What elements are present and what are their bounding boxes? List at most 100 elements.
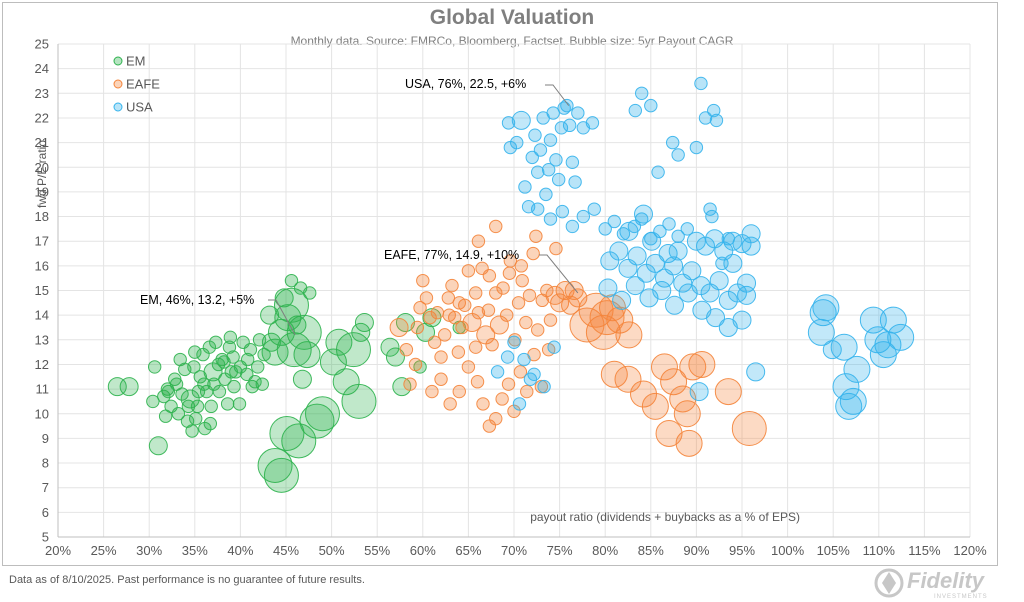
usa-bubble [723,253,743,273]
usa-bubble [546,106,560,120]
x-tick-label: 90% [683,543,709,558]
eafe-bubble [655,419,683,447]
usa-bubble [531,202,545,216]
eafe-bubble [425,384,439,399]
y-tick-label: 21 [35,135,49,150]
eafe-bubble [451,345,466,359]
em-bubble [304,396,340,432]
em-bubble [203,362,223,382]
usa-bubble [533,143,548,157]
eafe-bubble [419,291,434,305]
eafe-bubble [549,241,563,256]
eafe-bubble [585,314,621,350]
eafe-bubble [519,315,533,330]
usa-bubble [642,231,662,251]
usa-bubble [723,231,743,251]
usa-bubble [587,202,601,216]
eafe-bubble [502,266,517,280]
eafe-bubble [468,340,483,354]
y-tick-label: 6 [42,505,49,520]
annotations: EM, 46%, 13.2, +5% EAFE, 77%, 14.9, +10% U… [140,77,579,336]
em-bubble [229,365,243,379]
usa-bubble [822,340,842,360]
eafe-bubble [476,397,490,411]
em-bubble [351,322,371,342]
em-bubble [202,340,217,354]
eafe-bubble [526,246,540,261]
em-bubble [332,368,360,396]
em-bubble [292,369,312,389]
eafe-bubble [540,283,554,298]
logo-subtext: INVESTMENTS [934,594,988,600]
usa-bubble [678,283,698,303]
chart-title: Global Valuation [429,6,595,29]
usa-bubble [501,116,516,130]
em-bubble [227,379,241,394]
logo-wordmark: Fidelity [907,568,986,593]
eafe-bubble [442,308,456,322]
annotation-label: EAFE, 77%, 14.9, +10% [384,248,519,262]
axes: 5 6 7 8 9 10 11 12 13 14 15 16 17 18 19 20 21 22 23 24 25 20%… [35,37,988,559]
usa-bubble [835,392,863,420]
eafe-bubble [445,278,459,293]
usa-bubble [645,253,665,273]
eafe-bubble [531,323,545,337]
usa-bubble [555,204,570,219]
usa-bubble [490,365,505,379]
y-tick-label: 7 [42,480,49,495]
chart-frame [2,2,998,566]
legend-marker-em [113,56,123,66]
em-bubble [171,407,186,421]
x-tick-label: 20% [45,543,71,558]
usa-bubble [625,276,645,296]
em-bubble [198,421,212,436]
fidelity-logo: Fidelity INVESTMENTS [874,568,988,600]
em-bubble [269,415,305,451]
annotation-label: EM, 46%, 13.2, +5% [140,293,254,307]
usa-bubble [551,172,566,187]
usa-bubble [576,209,591,224]
em-bubble [257,448,293,484]
usa-bubble [547,340,561,354]
y-tick-label: 19 [35,184,49,199]
usa-bubble [741,236,761,256]
usa-bubble [517,352,531,367]
eafe-bubble [522,288,537,303]
x-axis-label: payout ratio (dividends + buybacks as a … [530,510,800,524]
eafe-bubble [650,353,678,381]
usa-bubble [879,306,907,334]
x-tick-label: 95% [729,543,755,558]
x-tick-label: 30% [136,543,162,558]
usa-bubble [651,165,665,179]
y-tick-label: 20 [35,160,49,175]
y-tick-label: 18 [35,209,49,224]
usa-bubble [500,350,515,364]
usa-bubble [560,98,574,113]
em-bubble [223,330,238,345]
usa-bubble [598,222,612,236]
usa-bubble [543,133,558,147]
usa-bubble [528,128,542,142]
em-bubble [189,411,203,426]
eafe-bubble [489,219,503,234]
usa-bubble [658,244,678,264]
usa-bubble [809,299,837,327]
em-bubble [220,397,235,411]
usa-bubble [518,180,532,194]
eafe-bubble [427,335,442,349]
em-bubble [255,377,269,391]
usa-bubble [709,113,724,128]
usa-bubble [682,261,702,281]
em-bubble [197,377,211,391]
eafe-bubble [461,360,476,374]
eafe-bubble [441,291,456,305]
usa-bubble [634,204,654,224]
em-bubble [224,365,238,379]
em-bubble [299,403,335,439]
usa-bubble [737,273,757,293]
usa-bubble [807,318,835,346]
eafe-bubble [430,305,445,320]
eafe-bubble [471,305,486,320]
usa-bubble [565,155,580,170]
eafe-bubble [470,375,485,389]
